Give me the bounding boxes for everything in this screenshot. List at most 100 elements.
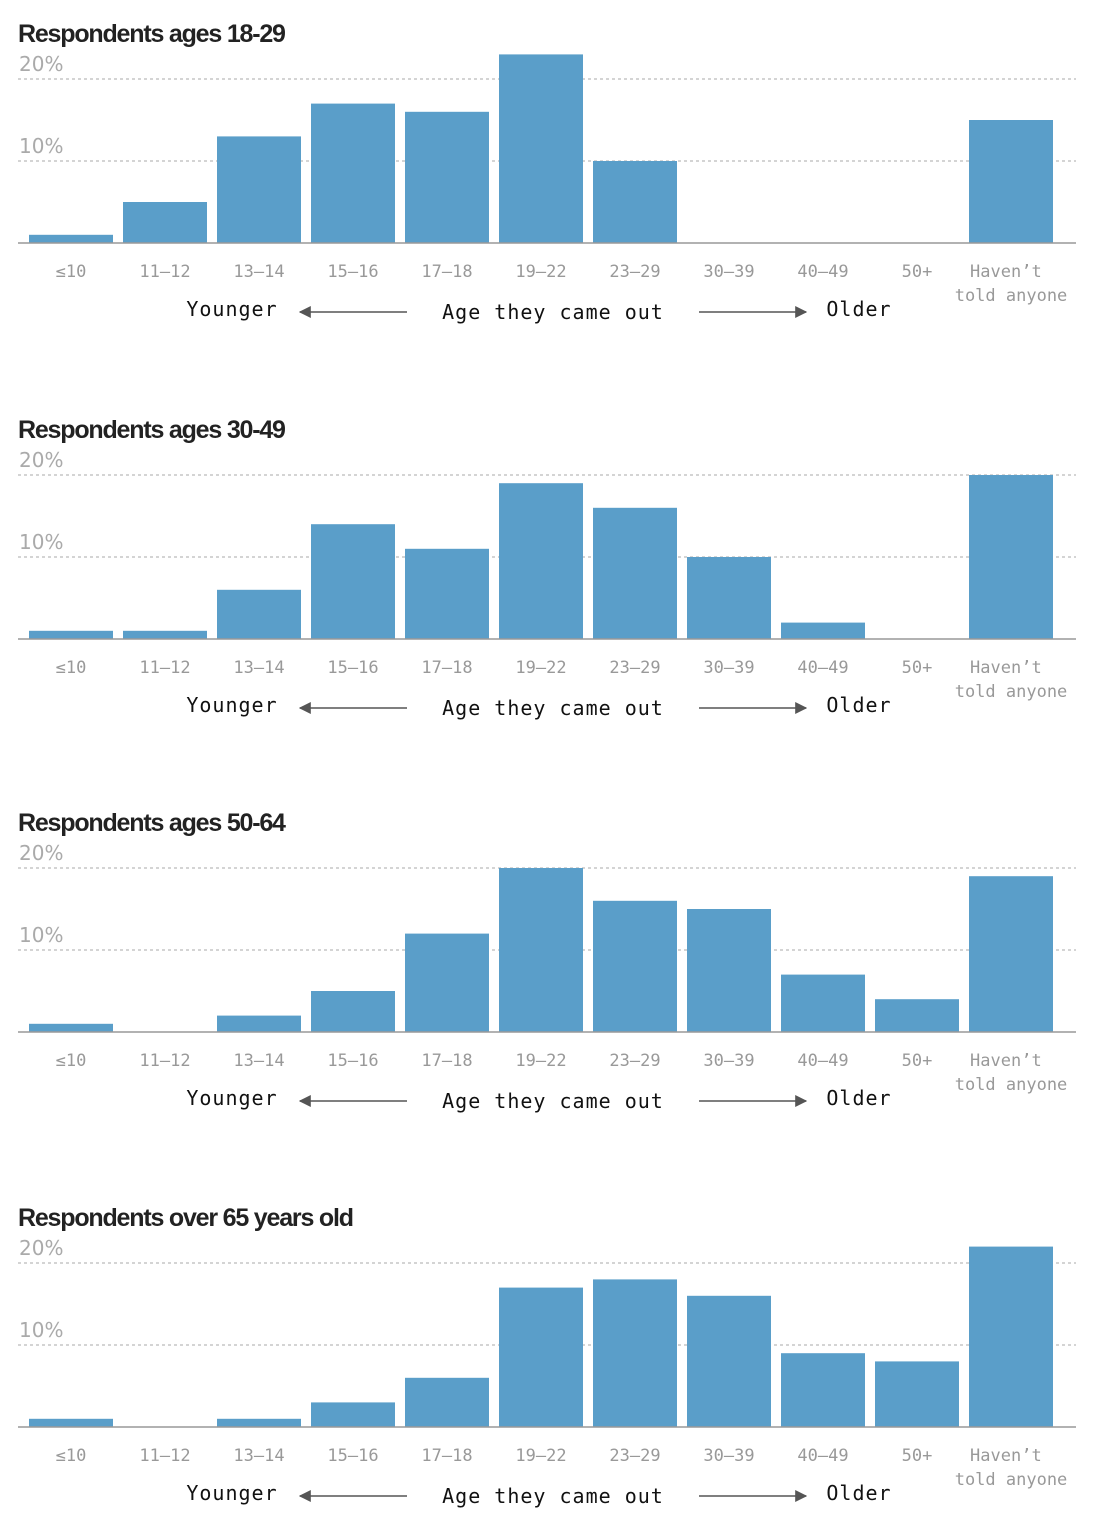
- x-tick-label: 40–49: [797, 658, 848, 678]
- x-tick-label: 11–12: [139, 1446, 190, 1466]
- x-tick-label: Haven’t told anyone: [955, 1446, 1068, 1490]
- y-tick-label: 10%: [19, 530, 63, 554]
- bar: [499, 54, 583, 244]
- x-tick-label: 17–18: [421, 658, 472, 678]
- bar: [499, 483, 583, 639]
- chart-title: Respondents ages 50-64: [18, 809, 286, 837]
- bar: [499, 1287, 583, 1427]
- x-tick-label: 15–16: [327, 262, 378, 282]
- annotation: Age they came out: [442, 1089, 664, 1113]
- x-tick-label: 17–18: [421, 1446, 472, 1466]
- x-tick-label: 23–29: [609, 658, 660, 678]
- x-tick-label: Haven’t told anyone: [955, 262, 1068, 306]
- annotation: Older: [826, 693, 891, 717]
- x-tick-label: Haven’t told anyone: [955, 1051, 1068, 1095]
- bar: [217, 136, 301, 243]
- bar: [969, 120, 1053, 243]
- bar: [969, 1246, 1053, 1427]
- x-tick-label: 11–12: [139, 262, 190, 282]
- bar: [217, 589, 301, 639]
- x-tick-label: 30–39: [703, 658, 754, 678]
- bar: [593, 507, 677, 639]
- bar: [687, 909, 771, 1032]
- bar: [29, 1023, 113, 1032]
- x-tick-label: 13–14: [233, 1446, 284, 1466]
- chart-title: Respondents ages 30-49: [18, 416, 285, 444]
- bar: [123, 630, 207, 639]
- bar: [781, 974, 865, 1032]
- bar: [311, 1402, 395, 1427]
- x-tick-label: 17–18: [421, 262, 472, 282]
- bar: [875, 1361, 959, 1427]
- bar: [593, 900, 677, 1032]
- bar: [217, 1015, 301, 1032]
- x-tick-label: 23–29: [609, 1446, 660, 1466]
- y-tick-label: 20%: [19, 448, 63, 472]
- x-tick-label: 40–49: [797, 1051, 848, 1071]
- x-tick-label: 30–39: [703, 262, 754, 282]
- bar: [405, 933, 489, 1032]
- bar: [687, 557, 771, 639]
- x-tick-label: 15–16: [327, 658, 378, 678]
- x-tick-label: Haven’t told anyone: [955, 658, 1068, 702]
- x-tick-label: ≤10: [56, 262, 87, 282]
- bar: [29, 1418, 113, 1427]
- bar: [593, 1279, 677, 1427]
- x-tick-label: 40–49: [797, 262, 848, 282]
- bar: [875, 999, 959, 1032]
- x-tick-label: ≤10: [56, 658, 87, 678]
- annotation: Older: [826, 1086, 891, 1110]
- annotation: Older: [826, 297, 891, 321]
- bar: [405, 548, 489, 639]
- x-tick-label: 11–12: [139, 658, 190, 678]
- x-tick-label: 30–39: [703, 1446, 754, 1466]
- chart-title: Respondents over 65 years old: [18, 1204, 353, 1232]
- annotation: Younger: [186, 1086, 277, 1110]
- y-tick-label: 10%: [19, 923, 63, 947]
- y-tick-label: 20%: [19, 1236, 63, 1260]
- x-tick-label: 23–29: [609, 1051, 660, 1071]
- bar: [405, 1377, 489, 1427]
- annotation: Younger: [186, 1481, 277, 1505]
- x-tick-label: 15–16: [327, 1446, 378, 1466]
- x-tick-label: 19–22: [515, 262, 566, 282]
- bar: [687, 1295, 771, 1427]
- annotation: Age they came out: [442, 1484, 664, 1508]
- x-tick-label: 50+: [902, 658, 933, 678]
- annotation: Younger: [186, 297, 277, 321]
- bar: [29, 234, 113, 243]
- bar: [217, 1418, 301, 1427]
- bar: [593, 161, 677, 243]
- bar: [405, 111, 489, 243]
- x-tick-label: ≤10: [56, 1051, 87, 1071]
- x-tick-label: 23–29: [609, 262, 660, 282]
- chart-title: Respondents ages 18-29: [18, 20, 285, 48]
- bar: [781, 1353, 865, 1427]
- x-tick-label: 50+: [902, 1051, 933, 1071]
- y-tick-label: 20%: [19, 52, 63, 76]
- x-tick-label: 15–16: [327, 1051, 378, 1071]
- x-tick-label: 30–39: [703, 1051, 754, 1071]
- x-tick-label: 40–49: [797, 1446, 848, 1466]
- bar: [123, 202, 207, 243]
- annotation: Younger: [186, 693, 277, 717]
- x-tick-label: 11–12: [139, 1051, 190, 1071]
- x-tick-label: 50+: [902, 1446, 933, 1466]
- x-tick-label: ≤10: [56, 1446, 87, 1466]
- x-tick-label: 50+: [902, 262, 933, 282]
- x-tick-label: 19–22: [515, 658, 566, 678]
- bar: [969, 876, 1053, 1032]
- annotation: Age they came out: [442, 300, 664, 324]
- bar: [781, 622, 865, 639]
- x-tick-label: 19–22: [515, 1446, 566, 1466]
- bar: [499, 868, 583, 1032]
- x-tick-label: 13–14: [233, 1051, 284, 1071]
- x-tick-label: 13–14: [233, 262, 284, 282]
- y-tick-label: 10%: [19, 1318, 63, 1342]
- bar: [29, 630, 113, 639]
- y-tick-label: 10%: [19, 134, 63, 158]
- annotation: Age they came out: [442, 696, 664, 720]
- y-tick-label: 20%: [19, 841, 63, 865]
- bar: [311, 991, 395, 1032]
